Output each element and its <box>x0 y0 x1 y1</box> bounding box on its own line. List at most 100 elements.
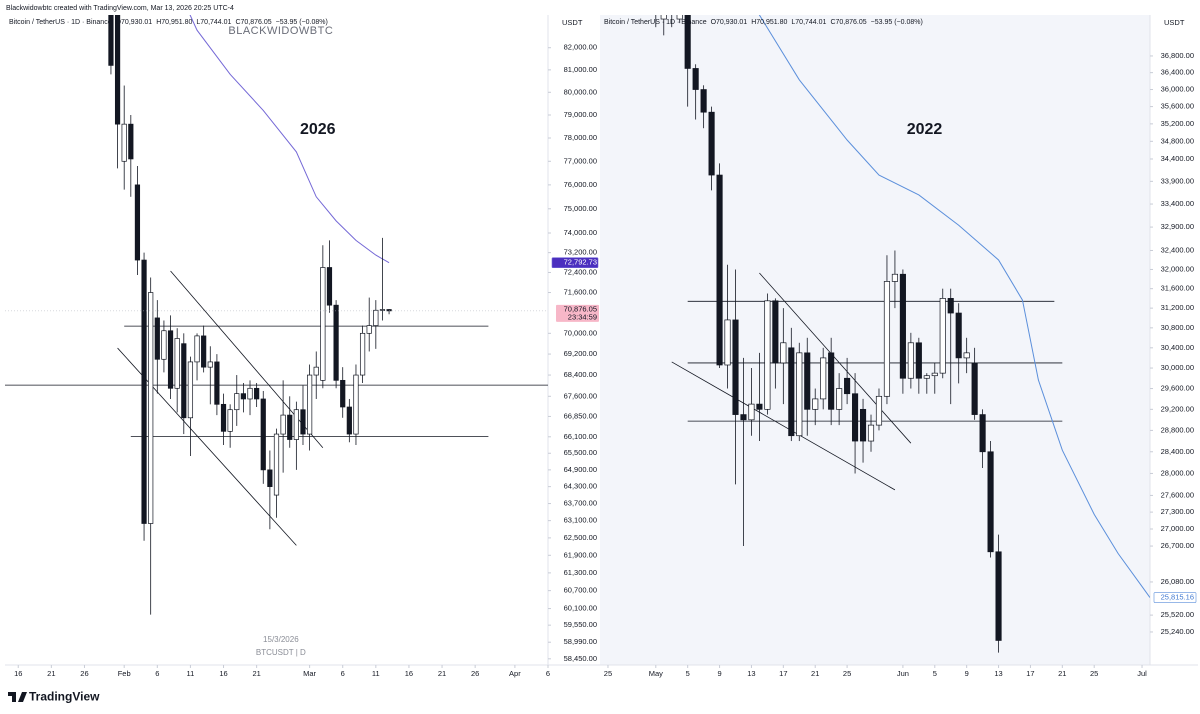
logo-text: TradingView <box>29 690 100 704</box>
footnote: BTCUSDT | D <box>256 648 306 657</box>
candle-body <box>804 352 811 410</box>
ohlc-value: O70,930.01 <box>116 19 153 26</box>
x-tick-label: 21 <box>438 669 446 678</box>
candle-body <box>660 15 667 20</box>
candle-body <box>820 357 827 400</box>
candle-body <box>207 361 213 368</box>
x-tick-label: May <box>649 669 663 678</box>
y-tick-label: 30,400.00 <box>1161 343 1194 352</box>
symbol: Bitcoin / TetherUS · 1D · Binance <box>604 19 707 26</box>
ohlc-value: C70,876.05 <box>830 19 866 26</box>
ohlc-value: L70,744.01 <box>196 19 231 26</box>
x-tick-label: 5 <box>686 669 690 678</box>
candle-body <box>971 362 978 415</box>
candle-body <box>181 343 187 419</box>
candle-body <box>201 335 207 368</box>
candle-body <box>293 409 299 440</box>
y-tick-label: 28,800.00 <box>1161 425 1194 434</box>
x-tick-label: 26 <box>471 669 479 678</box>
candle-body <box>995 551 1002 641</box>
x-tick-label: 21 <box>811 669 819 678</box>
candle-body <box>174 338 180 389</box>
candle-body <box>891 273 898 282</box>
plot-area: 2026 BLACKWIDOWBTC 15/3/2026 BTCUSDT | D <box>5 15 548 657</box>
watermark: 2022 <box>907 121 943 138</box>
candle-body <box>923 375 930 379</box>
candle-body <box>194 335 200 363</box>
candle-body <box>676 15 683 20</box>
candle-body <box>340 379 346 408</box>
y-tick-label: 36,400.00 <box>1161 68 1194 77</box>
candle-body <box>859 408 867 442</box>
y-tick-label: 58,990.00 <box>564 637 597 646</box>
y-tick-label: 64,300.00 <box>564 482 597 491</box>
ma-label-box <box>551 257 599 269</box>
y-tick-label: 82,000.00 <box>564 43 597 52</box>
ohlc-value: C70,876.05 <box>235 19 271 26</box>
symbol: Bitcoin / TetherUS · 1D · Binance <box>9 19 112 26</box>
x-tick-label: 11 <box>187 669 195 678</box>
y-tick-label: 32,400.00 <box>1161 245 1194 254</box>
candle-body <box>780 342 787 364</box>
y-tick-label: 27,300.00 <box>1161 507 1194 516</box>
change: −53.95 (−0.08%) <box>276 19 328 26</box>
candle-body <box>732 319 739 415</box>
x-tick-label: Jun <box>897 669 909 678</box>
candle-body <box>134 184 141 261</box>
candle-body <box>764 300 771 410</box>
candle-body <box>812 398 819 410</box>
candle-body <box>234 393 240 411</box>
candle-body <box>313 366 319 376</box>
x-tick-label: 16 <box>14 669 22 678</box>
moving-average <box>189 15 390 264</box>
candle-body <box>260 398 266 471</box>
y-tick-label: 59,550.00 <box>564 620 597 629</box>
trend-line <box>117 347 297 546</box>
y-tick-label: 30,800.00 <box>1161 323 1194 332</box>
x-tick-label: Apr <box>509 669 521 678</box>
y-tick-label: 67,600.00 <box>564 391 597 400</box>
candle-body <box>148 292 154 524</box>
candle-body <box>700 89 707 113</box>
candle-body <box>326 267 333 306</box>
x-tick-label: 21 <box>47 669 55 678</box>
candle-body <box>300 409 306 435</box>
x-tick-label: Mar <box>303 669 316 678</box>
candle-body <box>247 387 253 400</box>
x-tick-label: 6 <box>341 669 345 678</box>
trend-line <box>759 272 912 444</box>
countdown: 23:34:59 <box>568 312 597 321</box>
x-tick-label: 25 <box>843 669 851 678</box>
candle-body <box>907 342 914 379</box>
candle-body <box>366 325 372 334</box>
y-tick-label: 79,000.00 <box>564 110 597 119</box>
candle-body <box>836 388 843 410</box>
y-tick-label: 78,000.00 <box>564 133 597 142</box>
plot-background <box>600 15 1150 665</box>
x-tick-label: 6 <box>546 669 550 678</box>
candle-body <box>724 319 731 366</box>
y-tick-label: 35,200.00 <box>1161 119 1194 128</box>
candle-body <box>748 403 755 421</box>
ma-label: 72,792.73 <box>564 258 597 267</box>
x-tick-label: 26 <box>80 669 88 678</box>
candle-body <box>915 342 922 379</box>
y-tick-label: 70,000.00 <box>564 328 597 337</box>
x-tick-label: 13 <box>747 669 755 678</box>
candle-body <box>756 403 763 410</box>
y-tick-label: 30,000.00 <box>1161 363 1194 372</box>
x-tick-label: 17 <box>1026 669 1034 678</box>
y-tick-label: 35,600.00 <box>1161 102 1194 111</box>
y-tick-label: 60,100.00 <box>564 604 597 613</box>
candle-body <box>128 123 134 160</box>
candle-body <box>788 347 795 437</box>
x-tick-label: 6 <box>155 669 159 678</box>
y-tick-label: 60,700.00 <box>564 586 597 595</box>
candle-body <box>947 298 954 314</box>
candle-body <box>828 352 835 410</box>
logo-mark <box>8 692 27 702</box>
candle-body <box>267 469 273 487</box>
candle-body <box>963 352 970 359</box>
plot-background <box>5 15 548 665</box>
